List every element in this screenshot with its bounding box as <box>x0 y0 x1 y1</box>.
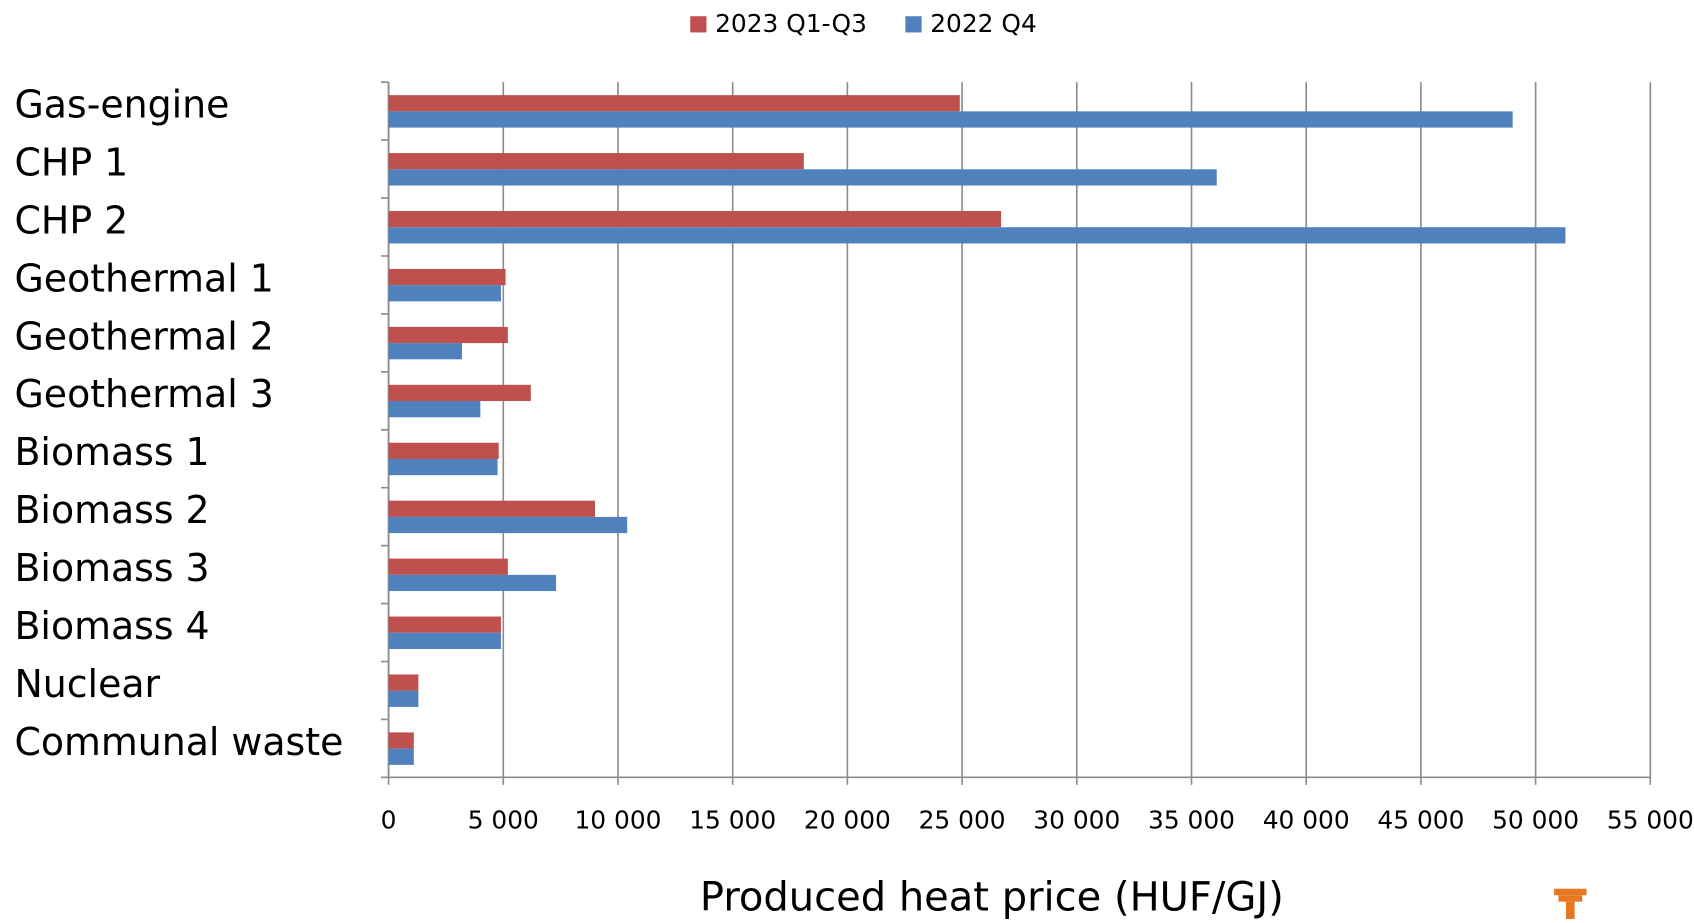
y-tick-label: Nuclear <box>14 662 160 706</box>
y-tick-label: Geothermal 2 <box>14 314 273 358</box>
x-tick-label: 0 <box>381 806 397 835</box>
x-tick-label: 55 000 <box>1607 806 1694 835</box>
bar <box>388 674 419 691</box>
y-tick-label: Communal waste <box>14 720 343 764</box>
bar <box>388 732 414 749</box>
bar <box>388 285 501 302</box>
bar <box>388 111 1513 128</box>
x-tick-label: 50 000 <box>1492 806 1579 835</box>
bar <box>388 632 501 649</box>
y-tick-label: Geothermal 1 <box>14 256 273 300</box>
bar <box>388 384 531 402</box>
legend-swatch <box>905 16 922 33</box>
y-tick-label: Geothermal 3 <box>14 372 273 416</box>
x-tick-label: 15 000 <box>689 806 776 835</box>
x-axis-label: Produced heat price (HUF/GJ) <box>700 875 1284 919</box>
bar <box>388 458 498 476</box>
logo <box>1554 888 1587 919</box>
bar <box>388 442 499 459</box>
x-tick-label: 25 000 <box>919 806 1006 835</box>
y-tick-label: CHP 2 <box>14 198 128 242</box>
bar <box>388 227 1566 244</box>
legend-label: 2023 Q1-Q3 <box>715 9 867 38</box>
y-tick-label: CHP 1 <box>14 140 128 184</box>
x-tick-label: 10 000 <box>574 806 661 835</box>
bar <box>388 516 628 534</box>
bar <box>388 616 501 633</box>
y-tick-label: Biomass 1 <box>14 430 209 474</box>
bar <box>388 500 596 517</box>
bar <box>388 401 481 418</box>
bar <box>388 748 414 765</box>
bar <box>388 153 804 170</box>
y-tick-label: Biomass 2 <box>14 488 209 532</box>
bar <box>388 690 419 707</box>
legend-swatch <box>690 16 707 33</box>
x-tick-label: 40 000 <box>1263 806 1350 835</box>
bar <box>388 326 508 344</box>
y-tick-label: Biomass 4 <box>14 604 209 648</box>
bar <box>388 343 462 360</box>
legend-label: 2022 Q4 <box>930 9 1037 38</box>
x-tick-label: 5 000 <box>468 806 539 835</box>
x-tick-label: 35 000 <box>1148 806 1235 835</box>
bar <box>388 211 1002 228</box>
bar <box>388 574 557 592</box>
x-tick-label: 20 000 <box>804 806 891 835</box>
bar <box>388 268 506 286</box>
bar <box>388 558 508 575</box>
y-tick-label: Gas-engine <box>14 83 229 127</box>
bar <box>388 169 1217 186</box>
y-tick-label: Biomass 3 <box>14 546 209 590</box>
x-tick-label: 45 000 <box>1377 806 1464 835</box>
bar <box>388 95 960 112</box>
x-tick-label: 30 000 <box>1033 806 1120 835</box>
